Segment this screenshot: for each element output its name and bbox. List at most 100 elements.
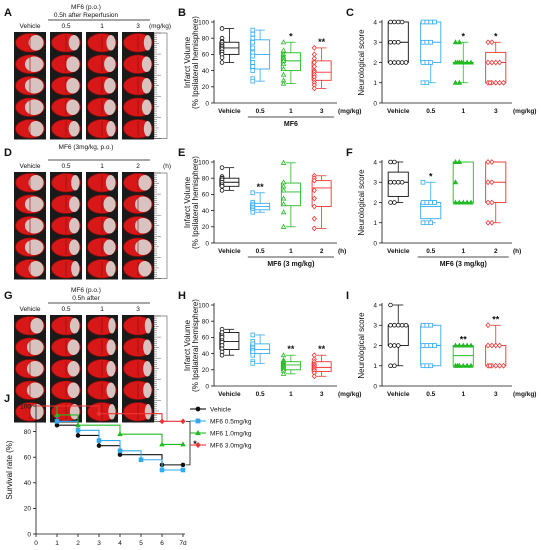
photo-header-sub: 0.5h after Reperfusion <box>54 12 119 19</box>
data-point <box>452 39 459 45</box>
y-tick-label: 2 <box>373 343 377 350</box>
category-label: 2 <box>320 248 324 255</box>
infarct-region <box>68 121 80 137</box>
infarct-region <box>69 318 80 334</box>
data-point <box>392 39 397 45</box>
box-0 <box>219 326 240 358</box>
x-tick-label: 7d <box>179 540 187 547</box>
brain-slice <box>123 237 153 257</box>
data-point <box>424 322 430 328</box>
category-label: 0.5 <box>426 248 435 255</box>
panel-letter: G <box>4 290 13 302</box>
y-axis-label-2: (% Ipsilateral hemisphere) <box>191 156 200 249</box>
panel-letter: E <box>178 147 185 159</box>
category-label: 3 <box>494 108 498 115</box>
panel-letter: D <box>4 147 12 159</box>
brain-slice <box>15 402 45 422</box>
infarct-region <box>69 404 80 420</box>
data-point <box>219 60 225 65</box>
significance-mark: ** <box>257 182 265 192</box>
brain-slice <box>87 119 117 139</box>
data-point <box>250 39 256 45</box>
box-2 <box>452 342 474 368</box>
data-point <box>420 60 426 65</box>
y-tick-label: 40 <box>202 208 210 215</box>
y-tick-label: 20 <box>24 506 32 513</box>
data-point <box>420 19 426 25</box>
data-point <box>250 332 256 338</box>
data-point <box>280 201 287 207</box>
y-tick-label: 0 <box>373 100 377 107</box>
data-point <box>493 59 499 66</box>
brain-slice <box>87 259 117 279</box>
data-point <box>280 370 287 376</box>
data-point <box>424 60 430 65</box>
y-tick-label: 20 <box>202 224 210 231</box>
event-marker <box>117 431 123 437</box>
x-tick-label: 4 <box>118 540 122 547</box>
box-0 <box>219 165 240 193</box>
data-point <box>487 79 493 86</box>
box-2 <box>452 158 474 205</box>
infarct-region <box>106 121 116 137</box>
x-unit-label: (mg/kg) <box>513 391 536 398</box>
infarct-region <box>28 35 44 51</box>
infarct-region <box>27 382 44 398</box>
end-marker <box>180 467 186 473</box>
box-iqr <box>387 324 409 346</box>
y-tick-label: 60 <box>202 335 210 342</box>
infarct-region <box>138 261 152 277</box>
infarct-region <box>135 218 152 234</box>
box-iqr <box>311 180 332 208</box>
significance-mark: * <box>193 439 197 449</box>
photo-col-label: 3 <box>136 306 140 313</box>
y-tick-label: 0 <box>205 100 209 107</box>
data-point <box>420 220 426 226</box>
slice-column <box>122 172 154 280</box>
data-point <box>468 199 474 205</box>
data-point <box>311 45 317 51</box>
data-point <box>420 322 426 328</box>
significance-mark: * <box>461 31 465 41</box>
data-point <box>460 342 467 348</box>
brain-slice <box>15 316 45 336</box>
event-marker <box>75 433 81 438</box>
y-tick-label: 60 <box>202 192 210 199</box>
photo-header-top: MF6 (3mg/kg, p.o.) <box>59 144 114 151</box>
data-point <box>432 343 437 348</box>
infarct-region <box>69 196 80 212</box>
y-tick-label: 100 <box>198 19 209 26</box>
photo-col-label: Vehicle <box>20 23 41 30</box>
infarct-region <box>143 121 152 137</box>
infarct-region <box>24 218 44 234</box>
brain-slice <box>15 337 45 357</box>
infarct-region <box>104 99 116 115</box>
brain-slice <box>51 237 81 257</box>
data-point <box>395 322 401 328</box>
infarct-region <box>27 339 44 355</box>
infarct-region <box>103 196 116 212</box>
infarct-region <box>106 382 116 398</box>
infarct-region <box>106 35 116 51</box>
brain-slice <box>15 54 45 74</box>
category-label: 0.5 <box>256 248 265 255</box>
infarct-region <box>69 218 80 234</box>
box-0 <box>387 19 409 65</box>
chart-panel-h: H Infarct Volume (% Ipsilateral hemisphere… <box>178 290 361 398</box>
y-tick-label: 2 <box>373 60 377 67</box>
data-point <box>428 363 434 369</box>
photo-col-label: 0.5 <box>61 23 70 30</box>
category-label: 1 <box>461 391 465 398</box>
photo-unit-label: (h) <box>163 163 171 170</box>
legend-swatch-marker <box>195 418 201 424</box>
box-1 <box>420 322 442 369</box>
y-axis-label-2: (% Ipsilateral hemisphere) <box>191 16 200 109</box>
data-point <box>280 187 287 193</box>
box-1 <box>250 190 271 215</box>
significance-mark: ** <box>287 344 295 354</box>
data-point <box>428 343 434 348</box>
data-point <box>420 200 426 205</box>
brain-slice <box>123 337 153 357</box>
data-point <box>392 363 397 369</box>
brain-slice <box>15 359 45 379</box>
